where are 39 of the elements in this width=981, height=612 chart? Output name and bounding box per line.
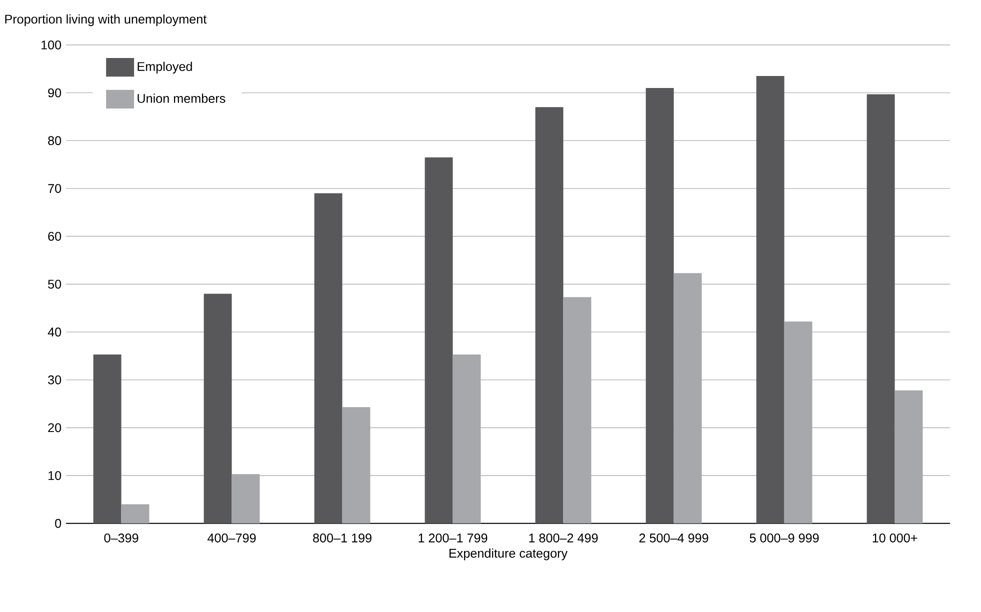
y-tick-label: 50 [48, 280, 62, 288]
y-axis-title: Proportion living with unemployment [5, 14, 207, 26]
bar [563, 296, 592, 524]
bar [314, 193, 342, 524]
y-tick-label: 80 [48, 136, 62, 145]
bar [342, 406, 370, 524]
bar [121, 504, 150, 524]
x-tick-label: 800–1 199 [313, 533, 372, 542]
y-tick-label: 20 [48, 423, 62, 432]
y-tick-label: 60 [48, 232, 62, 241]
legend-label: Union members [138, 94, 226, 103]
bar [646, 88, 674, 524]
x-tick-label: 2 500–4 999 [639, 533, 708, 542]
legend-label: Employed [138, 62, 192, 74]
bar [424, 157, 453, 524]
bar [674, 273, 702, 524]
bar [535, 107, 564, 524]
y-tick-label: 0 [55, 518, 62, 528]
bar [784, 321, 812, 524]
bar [93, 354, 122, 524]
bar [452, 354, 481, 524]
x-tick-label: 400–799 [208, 533, 256, 542]
bar [232, 474, 260, 524]
y-tick-label: 40 [48, 327, 62, 336]
x-axis-title: Expenditure category [450, 548, 568, 560]
x-tick-label: 5 000–9 999 [750, 533, 819, 542]
x-tick-label: 1 200–1 799 [418, 533, 488, 542]
bar [756, 76, 784, 524]
y-tick-label: 70 [48, 184, 62, 193]
bar [204, 294, 232, 524]
x-tick-label: 0–399 [104, 533, 138, 542]
y-tick-label: 90 [48, 88, 62, 98]
x-tick-label: 10 000+ [872, 533, 918, 542]
bar [894, 390, 923, 524]
y-tick-label: 30 [48, 375, 62, 384]
y-tick-label: 10 [48, 470, 62, 480]
x-tick-label: 1 800–2 499 [529, 533, 598, 542]
y-tick-label: 100 [42, 40, 62, 50]
bar [866, 94, 895, 524]
